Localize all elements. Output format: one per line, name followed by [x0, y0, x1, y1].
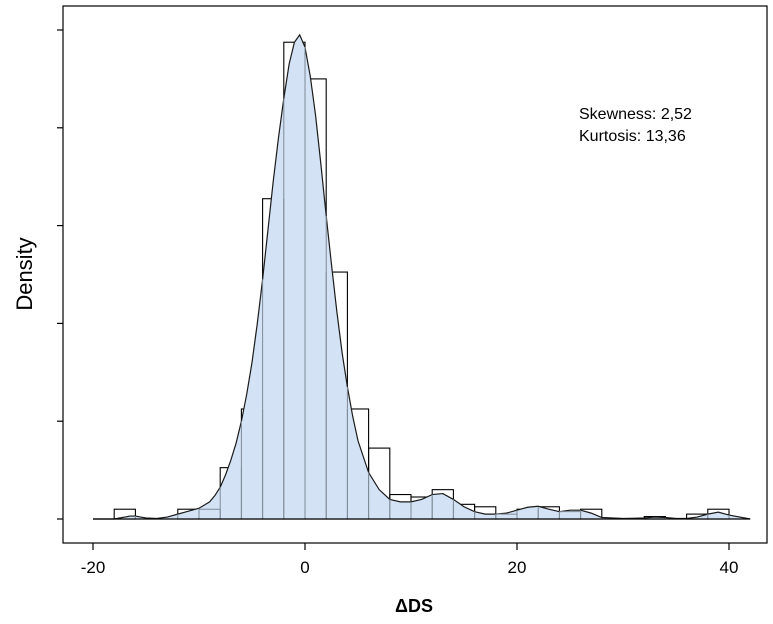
y-axis-ticks [57, 29, 63, 520]
density-line [93, 33, 751, 520]
plot-frame [62, 5, 768, 544]
x-tick-label-1: 0 [300, 558, 309, 577]
skewness-annotation: Skewness: 2,52 [579, 106, 692, 123]
histogram-bin-lines [134, 47, 730, 519]
y-axis-title: Density [12, 237, 37, 310]
kurtosis-annotation: Kurtosis: 13,36 [579, 128, 686, 145]
x-axis-title: ΔDS [395, 596, 433, 616]
density-curve-layer [93, 33, 751, 520]
x-tick-label-2: 20 [508, 558, 527, 577]
x-axis-ticks: -20 0 20 40 [81, 543, 739, 577]
x-tick-label-0: -20 [81, 558, 106, 577]
density-area [93, 34, 751, 519]
x-tick-label-3: 40 [720, 558, 739, 577]
